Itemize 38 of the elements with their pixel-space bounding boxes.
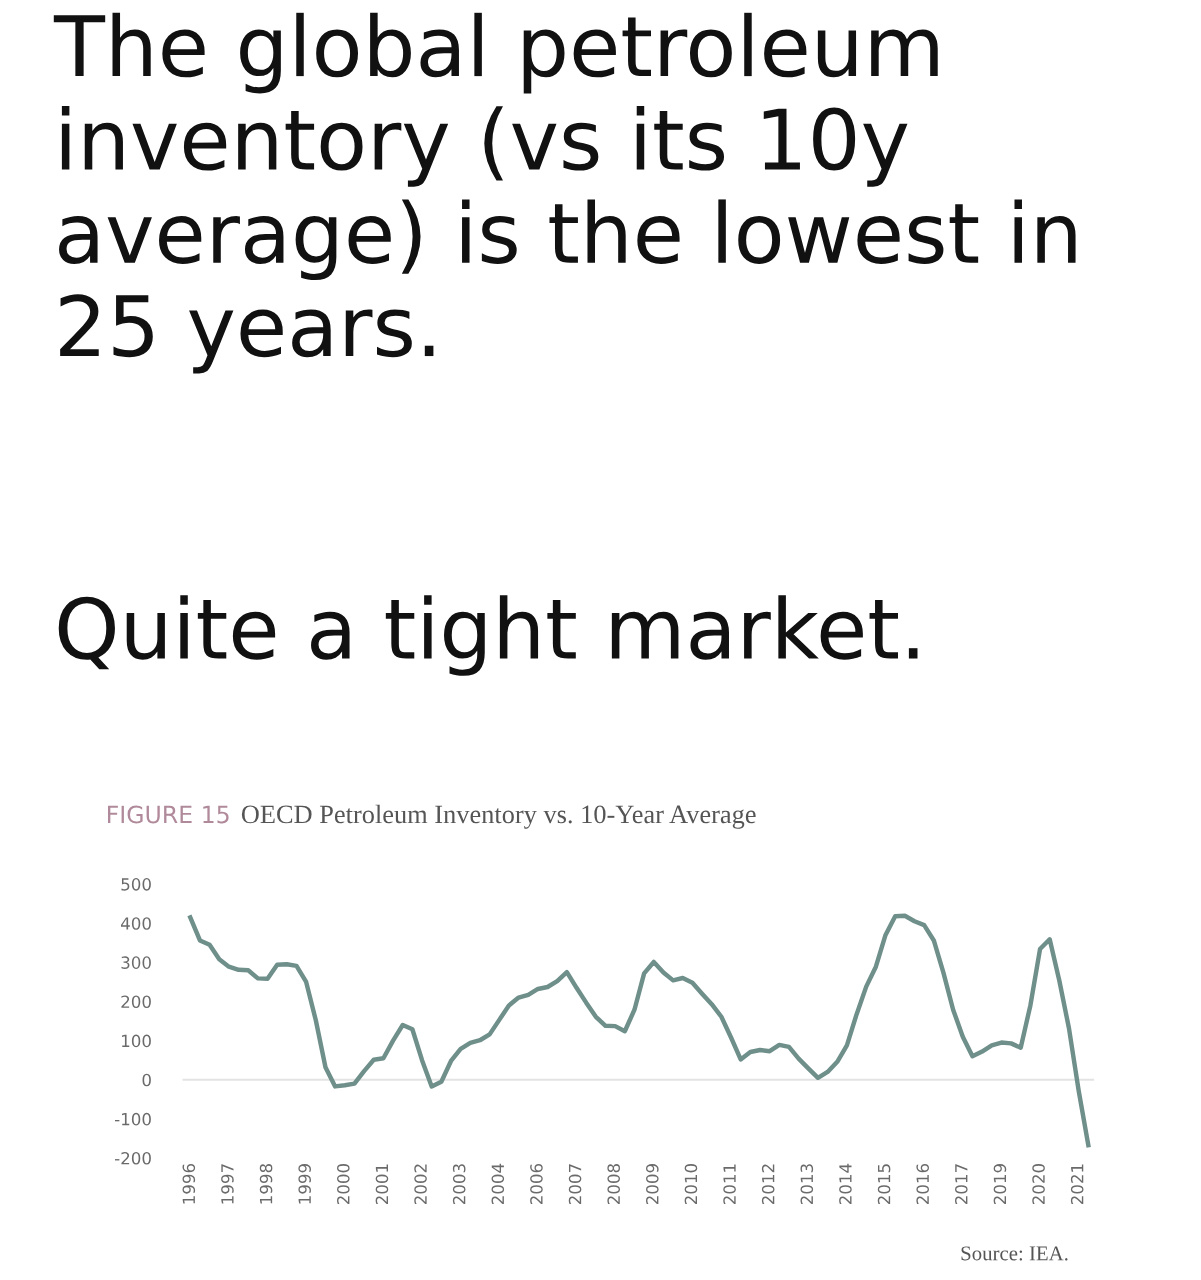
x-tick-label: 1996 [182,1163,196,1204]
y-tick-label: 0 [142,1073,151,1087]
x-tick-label: 2007 [568,1164,582,1205]
x-tick-label: 2015 [877,1164,891,1205]
chart-subtitle: Quite a tight market. [58,595,918,676]
x-tick-label: 2017 [955,1164,968,1205]
chart-title: The global petroleum inventory (vs its 10y average) is the lowest in 25 years. [53,12,1076,374]
x-tick-label: 1999 [298,1164,311,1204]
x-tick-label: 2016 [916,1163,929,1205]
y-tick-label: 200 [121,995,151,1009]
x-tick-label: 2011 [723,1164,736,1205]
y-tick-label: -100 [114,1112,151,1126]
x-tick-label: 2001 [375,1164,389,1205]
x-tick-label: 2019 [993,1164,1007,1205]
x-tick-label: 2008 [607,1164,620,1205]
x-tick-label: 2012 [761,1164,775,1205]
x-tick-label: 2006 [530,1163,543,1205]
x-tick-label: 1997 [221,1164,234,1204]
y-tick-label: 500 [121,878,151,891]
x-tick-label: 2020 [1032,1163,1045,1205]
y-tick-label: -200 [114,1151,151,1165]
y-tick-label: 100 [122,1034,151,1048]
x-tick-label: 2014 [839,1163,852,1205]
x-tick-label: 2003 [452,1164,466,1205]
x-tick-label: 2021 [1070,1164,1084,1205]
caption: FIGURE 15 [108,805,229,824]
x-tick-label: 2009 [646,1164,659,1205]
x-tick-label: 2002 [414,1164,427,1205]
x-tick-label: 1998 [259,1164,273,1204]
line-series [188,913,1091,1148]
x-tick-label: 2010 [684,1163,698,1205]
x-tick-label: 2013 [800,1164,814,1205]
x-tick-label: 2004 [491,1163,505,1205]
y-tick-label: 400 [121,917,151,930]
source-note: Source: IEA. [961,1246,1068,1261]
x-tick-label: 2000 [337,1163,350,1205]
text: OECD Petroleum Inventory vs. 10-Year Average [241,804,756,829]
y-tick-label: 300 [121,956,151,969]
